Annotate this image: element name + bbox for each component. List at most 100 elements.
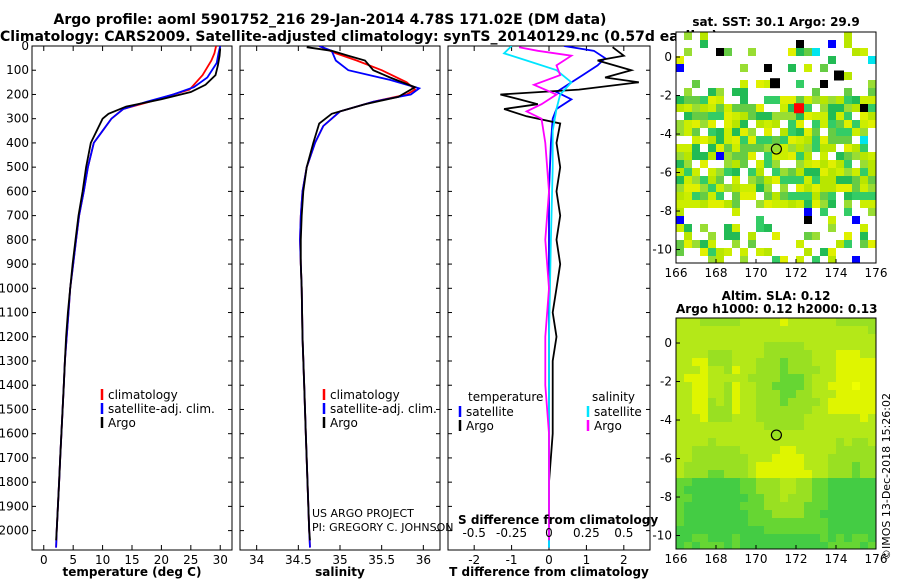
sla-cell [820,382,828,390]
sst-cell [796,136,804,144]
sla-cell [828,374,836,382]
sst-cell [748,48,756,56]
sla-cell [748,374,756,382]
sla-cell [708,414,716,422]
sst-cell [708,152,716,160]
sla-cell [804,414,812,422]
sla-cell [852,398,860,406]
sla-cell [796,334,804,342]
sla-cell [756,446,764,454]
sla-cell [788,454,796,462]
sst-cell [836,136,844,144]
sla-cell [764,422,772,430]
sst-cell [844,96,852,104]
legend-label: climatology [330,388,400,402]
sst-cell [676,152,684,160]
sla-cell [812,414,820,422]
sla-cell [692,318,700,326]
sla-cell [740,326,748,334]
sla-cell [844,366,852,374]
sla-cell [844,422,852,430]
sla-cell [860,430,868,438]
sla-cell [700,526,708,534]
sla-cell [788,518,796,526]
sst-cell [780,184,788,192]
sla-cell [828,542,836,549]
sst-cell [812,128,820,136]
sal-xtick-label: 35.5 [368,553,395,567]
sst-cell [780,152,788,160]
sla-lon-label: 172 [785,552,808,566]
sla-cell [756,422,764,430]
sla-cell [780,430,788,438]
sst-cell [796,112,804,120]
depth-tick-label: 600 [6,184,29,198]
legend-label: Argo [466,419,494,433]
sst-cell [764,160,772,168]
sst-cell [700,184,708,192]
sst-cell [692,176,700,184]
sla-cell [764,454,772,462]
sst-lon-label: 170 [745,266,768,280]
sst-cell [868,56,876,64]
sst-cell [796,168,804,176]
sla-cell [852,494,860,502]
sst-cell [804,216,812,224]
sla-cell [708,390,716,398]
sst-cell [684,96,692,104]
sla-cell [748,486,756,494]
sst-cell [812,200,820,208]
sla-cell [732,534,740,542]
sla-cell [852,542,860,549]
sst-cell [756,184,764,192]
depth-tick-label: 900 [6,257,29,271]
sst-cell [836,128,844,136]
sla-cell [756,486,764,494]
sla-cell [740,494,748,502]
sla-cell [716,326,724,334]
sst-cell [844,232,852,240]
sla-cell [772,406,780,414]
sla-cell [820,454,828,462]
figure-title-line1: Argo profile: aoml 5901752_216 29-Jan-20… [53,12,607,28]
sla-cell [868,366,876,374]
sla-cell [708,422,716,430]
sla-cell [748,366,756,374]
sla-cell [700,334,708,342]
sla-cell [676,534,684,542]
sst-cell [772,152,780,160]
sst-cell [772,200,780,208]
depth-tick-label: 700 [6,209,29,223]
sla-cell [788,390,796,398]
sla-cell [820,494,828,502]
depth-tick-label: 0 [21,39,29,53]
sst-cell [860,232,868,240]
sst-cell [820,136,828,144]
sst-cell [812,120,820,128]
sla-cell [844,502,852,510]
sst-cell [860,240,868,248]
depth-tick-label: 200 [6,87,29,101]
sla-cell [748,454,756,462]
sla-cell [820,406,828,414]
sla-cell [684,534,692,542]
sla-cell [804,518,812,526]
sal-xtick-label: 36 [416,553,431,567]
sst-cell [772,120,780,128]
sla-cell [716,486,724,494]
sla-cell [796,494,804,502]
sst-cell [836,184,844,192]
sla-cell [732,454,740,462]
sla-cell [700,542,708,549]
sst-cell [676,248,684,256]
sla-cell [820,486,828,494]
sla-cell [748,430,756,438]
sst-cell [796,240,804,248]
sla-cell [684,446,692,454]
sla-cell [708,494,716,502]
sst-cell [756,144,764,152]
sla-cell [852,526,860,534]
sla-cell [860,406,868,414]
sla-cell [772,366,780,374]
sst-cell [716,248,724,256]
